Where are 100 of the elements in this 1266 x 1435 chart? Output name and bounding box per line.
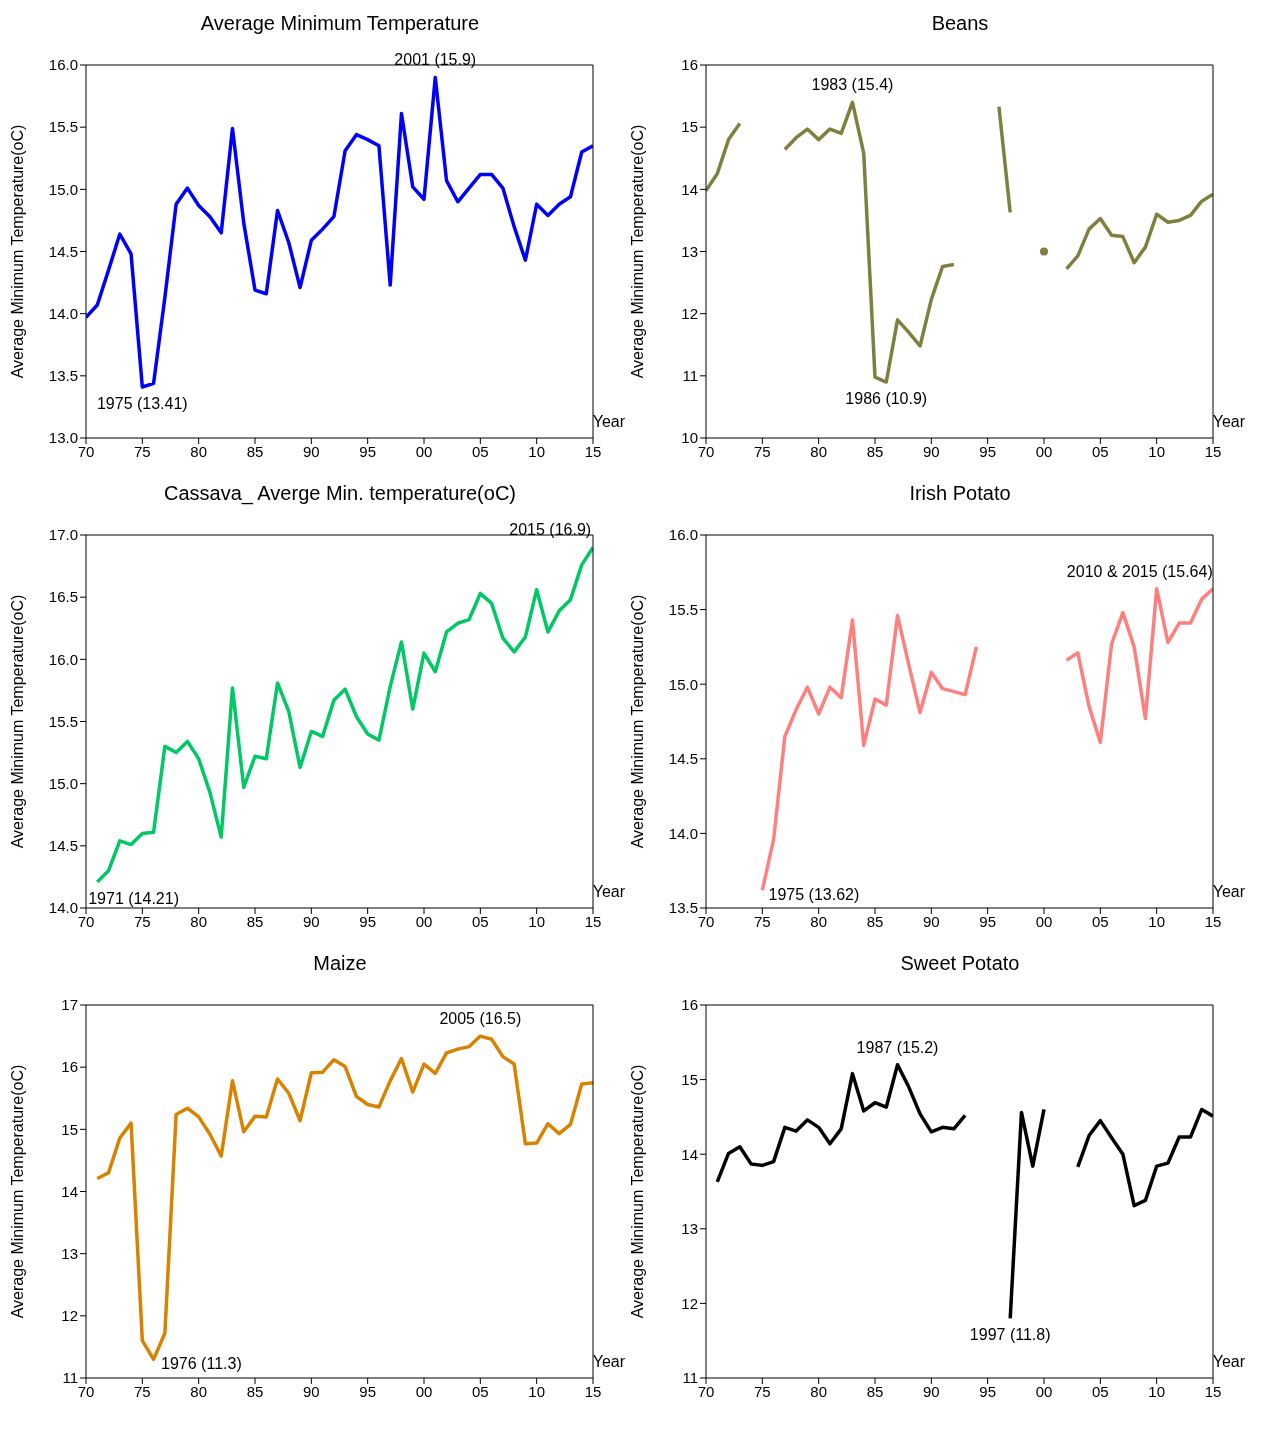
y-tick-label: 17 xyxy=(61,996,78,1014)
annotation: 2001 (15.9) xyxy=(394,51,477,69)
annotation: 2005 (16.5) xyxy=(439,1010,522,1028)
x-tick-label: 10 xyxy=(528,442,546,460)
y-tick-label: 13.5 xyxy=(668,899,698,917)
y-axis-title: Average Minimum Temperature(oC) xyxy=(8,124,26,379)
x-tick-label: 90 xyxy=(302,1382,320,1400)
x-axis-title: Year xyxy=(592,883,626,901)
x-tick-label: 85 xyxy=(866,1382,884,1400)
x-axis-title: Year xyxy=(592,413,626,431)
y-tick-label: 13.0 xyxy=(48,429,78,447)
x-tick-label: 10 xyxy=(1148,442,1166,460)
x-tick-label: 10 xyxy=(528,912,546,930)
x-tick-label: 80 xyxy=(190,1382,208,1400)
x-tick-label: 00 xyxy=(415,442,433,460)
x-tick-label: 05 xyxy=(471,912,489,930)
x-tick-label: 95 xyxy=(979,1382,997,1400)
x-tick-label: 95 xyxy=(979,912,997,930)
x-tick-label: 85 xyxy=(246,1382,264,1400)
y-tick-label: 13 xyxy=(61,1244,78,1262)
y-tick-label: 16 xyxy=(61,1058,78,1076)
y-tick-label: 14.0 xyxy=(668,824,698,842)
x-tick-label: 90 xyxy=(922,912,940,930)
x-tick-label: 15 xyxy=(1204,912,1222,930)
x-tick-label: 15 xyxy=(584,912,602,930)
y-tick-label: 15.5 xyxy=(48,712,78,730)
y-tick-label: 16.5 xyxy=(48,588,78,606)
x-tick-label: 75 xyxy=(133,912,151,930)
x-tick-label: 70 xyxy=(77,912,95,930)
x-tick-label: 05 xyxy=(1091,442,1109,460)
y-tick-label: 15 xyxy=(61,1120,78,1138)
x-tick-label: 80 xyxy=(190,442,208,460)
y-tick-label: 15.0 xyxy=(48,774,78,792)
annotation: 1971 (14.21) xyxy=(88,889,179,907)
x-tick-label: 10 xyxy=(1148,1382,1166,1400)
annotation: 1975 (13.62) xyxy=(768,886,860,904)
y-tick-label: 14.5 xyxy=(48,837,78,855)
y-tick-label: 16.0 xyxy=(668,526,698,544)
y-axis-title: Average Minimum Temperature(oC) xyxy=(8,1064,26,1319)
x-tick-label: 80 xyxy=(810,1382,828,1400)
y-tick-label: 13.5 xyxy=(48,367,78,385)
y-tick-label: 16 xyxy=(681,56,698,74)
annotation: 1997 (11.8) xyxy=(969,1326,1051,1344)
x-tick-label: 00 xyxy=(1035,1382,1053,1400)
y-tick-label: 15.0 xyxy=(48,180,78,198)
y-tick-label: 16.0 xyxy=(48,56,78,74)
y-axis-title: Average Minimum Temperature(oC) xyxy=(628,124,646,379)
y-tick-label: 14.5 xyxy=(668,750,698,768)
x-tick-label: 00 xyxy=(415,912,433,930)
y-axis-title: Average Minimum Temperature(oC) xyxy=(628,1064,646,1319)
line-series xyxy=(95,545,593,884)
chart-title: Sweet Potato xyxy=(899,952,1021,975)
y-tick-label: 14.0 xyxy=(48,304,78,322)
chart-title: Average Minimum Temperature xyxy=(199,12,481,35)
y-axis-title: Average Minimum Temperature(oC) xyxy=(628,594,646,849)
x-tick-label: 05 xyxy=(1091,1382,1109,1400)
x-tick-label: 70 xyxy=(697,912,715,930)
y-tick-label: 15 xyxy=(681,118,698,136)
y-tick-label: 10 xyxy=(681,429,698,447)
y-tick-label: 12 xyxy=(681,304,698,322)
y-tick-label: 13 xyxy=(681,1220,698,1238)
y-tick-label: 16.0 xyxy=(48,650,78,668)
line-series xyxy=(86,75,593,389)
x-tick-label: 00 xyxy=(1035,442,1053,460)
annotation: 1975 (13.41) xyxy=(96,395,188,413)
x-tick-label: 70 xyxy=(697,1382,715,1400)
x-tick-label: 10 xyxy=(528,1382,546,1400)
y-tick-label: 11 xyxy=(682,1369,698,1387)
x-tick-label: 05 xyxy=(1091,912,1109,930)
x-axis-title: Year xyxy=(1212,413,1246,431)
y-tick-label: 15 xyxy=(681,1070,698,1088)
x-tick-label: 80 xyxy=(190,912,208,930)
chart-title: Maize xyxy=(312,952,368,975)
x-tick-label: 70 xyxy=(77,442,95,460)
x-tick-label: 85 xyxy=(866,442,884,460)
y-tick-label: 14.5 xyxy=(48,242,78,260)
x-tick-label: 00 xyxy=(1035,912,1053,930)
x-axis-title: Year xyxy=(1212,1353,1246,1371)
y-tick-label: 14.0 xyxy=(48,899,78,917)
x-tick-label: 90 xyxy=(302,442,320,460)
x-tick-label: 75 xyxy=(753,1382,771,1400)
x-tick-label: 15 xyxy=(1204,442,1222,460)
x-tick-label: 15 xyxy=(584,442,602,460)
chart-title: Cassava_ Averge Min. temperature(oC) xyxy=(163,482,517,505)
x-tick-label: 80 xyxy=(810,442,828,460)
y-tick-label: 12 xyxy=(61,1307,78,1325)
y-tick-label: 14 xyxy=(61,1182,78,1200)
y-tick-label: 11 xyxy=(682,367,698,385)
x-tick-label: 95 xyxy=(359,1382,377,1400)
x-tick-label: 10 xyxy=(1148,912,1166,930)
y-tick-label: 17.0 xyxy=(48,526,78,544)
chart-title: Irish Potato xyxy=(908,482,1012,505)
x-tick-label: 90 xyxy=(922,1382,940,1400)
annotation: 2015 (16.9) xyxy=(509,521,592,539)
y-tick-label: 15.0 xyxy=(668,675,698,693)
x-tick-label: 70 xyxy=(697,442,715,460)
annotation: 1976 (11.3) xyxy=(161,1355,242,1373)
y-tick-label: 11 xyxy=(62,1369,78,1387)
x-tick-label: 00 xyxy=(415,1382,433,1400)
x-tick-label: 15 xyxy=(584,1382,602,1400)
